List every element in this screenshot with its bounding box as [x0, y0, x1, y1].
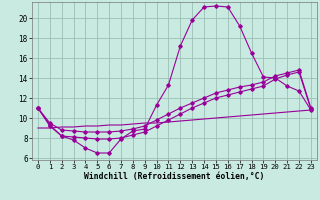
X-axis label: Windchill (Refroidissement éolien,°C): Windchill (Refroidissement éolien,°C) [84, 172, 265, 181]
